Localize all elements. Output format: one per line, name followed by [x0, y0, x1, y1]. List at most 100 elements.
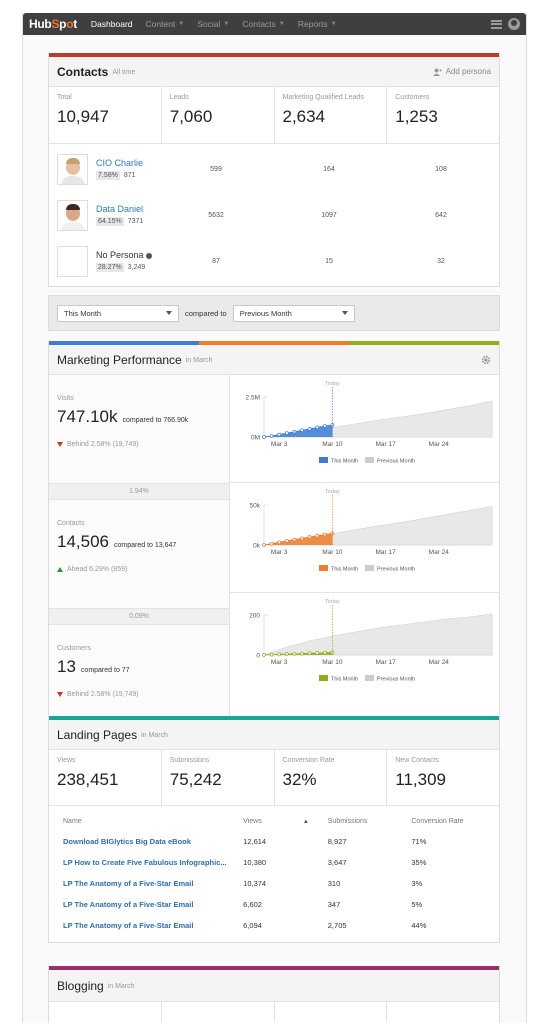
- nav-reports[interactable]: Reports ▼: [297, 19, 337, 29]
- col-header-views[interactable]: Views: [243, 818, 262, 825]
- persona-avatar: [57, 153, 88, 185]
- arrow-down-icon: [57, 442, 63, 447]
- x-tick-label: Mar 10: [322, 441, 343, 448]
- legend-label: This Month: [331, 458, 358, 464]
- table-row: Download BIGlytics Big Data eBook 12,614…: [63, 837, 427, 846]
- series-this-month-line: [263, 424, 333, 438]
- metric-customers: Customers 13 compared to 77 Behind 2.58% …: [49, 625, 229, 733]
- marketing-color-bar: [49, 341, 499, 345]
- sort-asc-icon[interactable]: ▲: [302, 818, 309, 825]
- chevron-down-icon: [166, 311, 172, 315]
- add-person-icon: [432, 68, 442, 76]
- data-point: [322, 424, 327, 428]
- hubspot-logo[interactable]: HubSpot: [29, 17, 77, 31]
- top-navigation: HubSpot Dashboard Content ▼ Social ▼ Conta…: [23, 13, 526, 35]
- legend-swatch-previous-month: [365, 565, 374, 571]
- user-avatar-icon[interactable]: [508, 18, 520, 30]
- stat-mql: Marketing Qualified Leads 2,634: [275, 87, 388, 143]
- persona-pct-badge: 28.27%: [96, 263, 124, 272]
- x-tick-label: Mar 17: [375, 549, 396, 556]
- metric-value: 14,506: [57, 532, 109, 551]
- persona-row[interactable]: No Persona 28.27% 3,249 87 15 32: [49, 238, 499, 284]
- visits-chart: 2.5M 0M Today Mar 3 Mar 10 Mar 17 Mar 24 This M…: [230, 375, 499, 483]
- legend-swatch-this-month: [319, 457, 328, 463]
- nav-dashboard[interactable]: Dashboard: [90, 19, 133, 29]
- stat-total: Total 10,947: [49, 87, 162, 143]
- add-persona-button[interactable]: Add persona: [432, 67, 491, 76]
- info-icon[interactable]: [145, 252, 152, 259]
- persona-row[interactable]: Data Daniel 64.15% 7371 5632 1097 642: [49, 192, 499, 238]
- nav-content[interactable]: Content ▼: [145, 19, 185, 29]
- landing-page-link[interactable]: LP The Anatomy of a Five-Star Email: [63, 900, 194, 909]
- landing-pages-table: Name Views ▲ Submissions Conversion Rate…: [49, 806, 499, 942]
- metric-compared: compared to 77: [80, 667, 130, 674]
- landing-page-link[interactable]: Download BIGlytics Big Data eBook: [63, 837, 191, 846]
- stat-views: Views 238,451: [49, 750, 162, 805]
- persona-row[interactable]: CIO Charlie 7.58% 871 599 164 108: [49, 146, 499, 192]
- legend-swatch-this-month: [319, 565, 328, 571]
- x-tick-label: Mar 24: [429, 549, 450, 556]
- data-point: [269, 541, 274, 546]
- metric-trend-text: Ahead 6.29% (859): [67, 566, 128, 573]
- persona-leads: 87: [212, 257, 220, 265]
- contacts-header: Contacts All time Add persona: [49, 57, 499, 87]
- data-point: [262, 435, 266, 439]
- table-row: LP The Anatomy of a Five-Star Email 6,60…: [63, 900, 423, 909]
- x-tick-label: Mar 3: [271, 549, 288, 556]
- visits-chart-svg: 2.5M 0M Today Mar 3 Mar 10 Mar 17 Mar 24 This M…: [246, 381, 493, 464]
- data-point: [300, 651, 304, 656]
- stat-leads: Leads 7,060: [162, 87, 275, 143]
- contacts-stats: Total 10,947 Leads 7,060 Marketing Qualifi…: [49, 87, 499, 144]
- col-header-name[interactable]: Name: [63, 818, 82, 825]
- y-tick-label: 200: [249, 613, 260, 620]
- nav-social[interactable]: Social ▼: [197, 19, 230, 29]
- persona-name-link[interactable]: CIO Charlie: [96, 158, 144, 168]
- stat-customers: Customers 1,253: [395, 94, 438, 126]
- persona-mql: 164: [323, 165, 335, 173]
- col-header-conversion[interactable]: Conversion Rate: [411, 818, 464, 825]
- marketing-subtitle: in March: [185, 357, 213, 364]
- contacts-subtitle: All time: [112, 69, 136, 76]
- landing-page-link[interactable]: LP The Anatomy of a Five-Star Email: [63, 921, 194, 930]
- chevron-down-icon: ▼: [330, 21, 337, 27]
- landing-page-link[interactable]: LP How to Create Five Fabulous Infograph…: [63, 858, 227, 867]
- contacts-color-bar: [49, 53, 499, 57]
- y-tick-label: 0: [256, 653, 260, 660]
- metric-trend-text: Behind 2.58% (19,749): [67, 441, 139, 448]
- landing-header: Landing Pages in March: [49, 720, 499, 750]
- metric-compared: compared to 13,647: [114, 542, 177, 549]
- comparison-select[interactable]: Previous Month: [232, 304, 355, 322]
- persona-name-link[interactable]: Data Daniel: [96, 204, 144, 214]
- x-tick-label: Mar 17: [375, 441, 396, 448]
- arrow-up-icon: [57, 567, 63, 572]
- arrow-down-icon: [57, 692, 63, 697]
- settings-button[interactable]: [481, 355, 491, 365]
- col-header-submissions[interactable]: Submissions: [327, 818, 368, 825]
- blogging-header: Blogging in March: [49, 970, 499, 1002]
- table-header: Name Views ▲ Submissions Conversion Rate: [63, 812, 491, 831]
- x-tick-label: Mar 10: [322, 549, 343, 556]
- data-point: [269, 434, 274, 438]
- chevron-down-icon: [341, 311, 348, 315]
- stat-submissions: Submissions 75,242: [162, 750, 275, 805]
- legend-label: This Month: [331, 676, 358, 682]
- data-point: [284, 539, 289, 543]
- chevron-down-icon: ▼: [178, 21, 185, 27]
- x-tick-label: Mar 10: [322, 659, 343, 666]
- persona-leads: 599: [210, 165, 222, 173]
- persona-mql: 15: [325, 257, 333, 265]
- menu-icon[interactable]: [491, 19, 502, 29]
- marketing-title: Marketing Performance: [57, 352, 182, 367]
- data-point: [277, 432, 282, 437]
- nav-contacts[interactable]: Contacts ▼: [242, 19, 285, 29]
- data-point: [307, 651, 312, 656]
- persona-mql: 1097: [321, 211, 337, 219]
- table-row: LP The Anatomy of a Five-Star Email 6,09…: [63, 921, 427, 930]
- persona-pct-badge: 64.15%: [96, 217, 124, 226]
- data-point: [292, 651, 297, 656]
- landing-page-link[interactable]: LP The Anatomy of a Five-Star Email: [63, 879, 194, 888]
- contacts-card: Contacts All time Add persona Total 10,94…: [48, 53, 500, 287]
- customers-chart: 200 0 Today Mar 3 Mar 10 Mar 17 Mar 24 This Mon…: [230, 593, 499, 703]
- period-select[interactable]: This Month: [57, 304, 179, 322]
- gear-icon: [481, 355, 491, 364]
